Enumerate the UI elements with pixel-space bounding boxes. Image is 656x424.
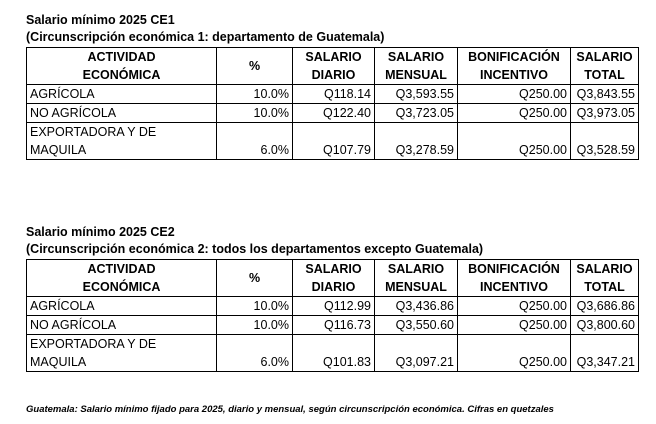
cell-diario: Q107.79 [292,122,375,160]
header-bonificacion: BONIFICACIÓN INCENTIVO [457,47,571,85]
footnote: Guatemala: Salario mínimo fijado para 20… [26,404,554,415]
cell-diario: Q112.99 [292,296,375,316]
cell-diario: Q101.83 [292,334,375,372]
header-percent: % [216,47,293,85]
table-title: Salario mínimo 2025 CE2 [26,225,175,239]
table-subtitle: (Circunscripción económica 1: departamen… [26,30,385,44]
cell-actividad: AGRÍCOLA [26,296,217,316]
cell-actividad: AGRÍCOLA [26,84,217,104]
table-subtitle: (Circunscripción económica 2: todos los … [26,242,484,256]
header-percent: % [216,259,293,297]
header-bonificacion: BONIFICACIÓN INCENTIVO [457,259,571,297]
table-block-ce1: Salario mínimo 2025 CE1 (Circunscripción… [26,12,640,160]
table-title: Salario mínimo 2025 CE1 [26,13,175,27]
cell-percent: 6.0% [216,122,293,160]
wage-table: ACTIVIDAD ECONÓMICA % SALARIO DIARIO SALAR… [26,47,639,160]
header-salario-diario: SALARIO DIARIO [292,259,375,297]
table-row: NO AGRÍCOLA 10.0% Q122.40 Q3,723.05 Q250… [26,103,639,123]
cell-total: Q3,973.05 [570,103,639,123]
table-row: AGRÍCOLA 10.0% Q118.14 Q3,593.55 Q250.00… [26,84,639,104]
header-salario-total: SALARIO TOTAL [570,259,639,297]
cell-percent: 10.0% [216,84,293,104]
cell-total: Q3,800.60 [570,315,639,335]
header-salario-total: SALARIO TOTAL [570,47,639,85]
table-block-ce2: Salario mínimo 2025 CE2 (Circunscripción… [26,224,640,372]
cell-total: Q3,686.86 [570,296,639,316]
cell-bonificacion: Q250.00 [457,296,571,316]
wage-table: ACTIVIDAD ECONÓMICA % SALARIO DIARIO SALAR… [26,259,639,372]
header-salario-diario: SALARIO DIARIO [292,47,375,85]
cell-bonificacion: Q250.00 [457,84,571,104]
cell-percent: 6.0% [216,334,293,372]
cell-actividad: NO AGRÍCOLA [26,315,217,335]
cell-total: Q3,347.21 [570,334,639,372]
cell-diario: Q122.40 [292,103,375,123]
cell-bonificacion: Q250.00 [457,334,571,372]
cell-bonificacion: Q250.00 [457,103,571,123]
table-row: NO AGRÍCOLA 10.0% Q116.73 Q3,550.60 Q250… [26,315,639,335]
cell-mensual: Q3,436.86 [374,296,458,316]
cell-percent: 10.0% [216,315,293,335]
cell-actividad: EXPORTADORA Y DE MAQUILA [26,334,217,372]
cell-mensual: Q3,097.21 [374,334,458,372]
cell-percent: 10.0% [216,103,293,123]
cell-mensual: Q3,550.60 [374,315,458,335]
cell-bonificacion: Q250.00 [457,122,571,160]
cell-mensual: Q3,593.55 [374,84,458,104]
cell-mensual: Q3,278.59 [374,122,458,160]
header-actividad: ACTIVIDAD ECONÓMICA [26,47,217,85]
header-row: ACTIVIDAD ECONÓMICA % SALARIO DIARIO SALAR… [26,259,639,297]
table-row: EXPORTADORA Y DE MAQUILA 6.0% Q101.83 Q3… [26,334,639,372]
header-salario-mensual: SALARIO MENSUAL [374,47,458,85]
cell-actividad: NO AGRÍCOLA [26,103,217,123]
header-actividad: ACTIVIDAD ECONÓMICA [26,259,217,297]
table-row: AGRÍCOLA 10.0% Q112.99 Q3,436.86 Q250.00… [26,296,639,316]
cell-total: Q3,528.59 [570,122,639,160]
cell-mensual: Q3,723.05 [374,103,458,123]
cell-total: Q3,843.55 [570,84,639,104]
header-salario-mensual: SALARIO MENSUAL [374,259,458,297]
cell-bonificacion: Q250.00 [457,315,571,335]
cell-percent: 10.0% [216,296,293,316]
cell-diario: Q118.14 [292,84,375,104]
cell-diario: Q116.73 [292,315,375,335]
cell-actividad: EXPORTADORA Y DE MAQUILA [26,122,217,160]
table-row: EXPORTADORA Y DE MAQUILA 6.0% Q107.79 Q3… [26,122,639,160]
header-row: ACTIVIDAD ECONÓMICA % SALARIO DIARIO SALAR… [26,47,639,85]
